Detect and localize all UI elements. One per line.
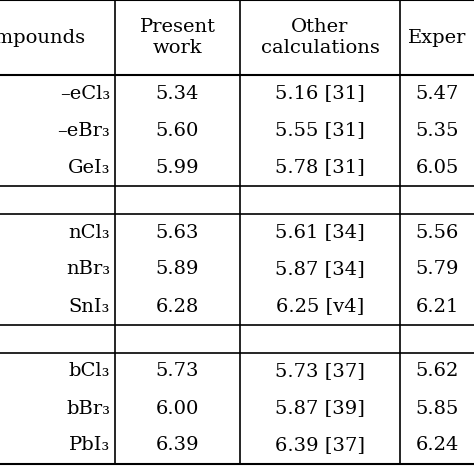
Text: 5.56: 5.56: [415, 224, 459, 241]
Text: Exper: Exper: [408, 28, 466, 46]
Text: 6.21: 6.21: [415, 298, 459, 316]
Text: Other
calculations: Other calculations: [261, 18, 380, 57]
Text: nCl₃: nCl₃: [68, 224, 110, 241]
Text: 5.47: 5.47: [415, 84, 459, 102]
Text: 5.78 [31]: 5.78 [31]: [275, 158, 365, 176]
Text: GeI₃: GeI₃: [67, 158, 110, 176]
Text: 6.00: 6.00: [156, 400, 199, 418]
Text: 6.25 [v4]: 6.25 [v4]: [276, 298, 364, 316]
Text: 5.73: 5.73: [156, 363, 199, 381]
Text: 5.60: 5.60: [156, 121, 199, 139]
Text: 5.35: 5.35: [415, 121, 459, 139]
Text: –eBr₃: –eBr₃: [57, 121, 110, 139]
Text: –eCl₃: –eCl₃: [60, 84, 110, 102]
Text: 5.16 [31]: 5.16 [31]: [275, 84, 365, 102]
Text: 6.05: 6.05: [415, 158, 459, 176]
Text: 5.61 [34]: 5.61 [34]: [275, 224, 365, 241]
Text: nBr₃: nBr₃: [66, 261, 110, 279]
Text: SnI₃: SnI₃: [69, 298, 110, 316]
Text: 5.34: 5.34: [156, 84, 199, 102]
Text: 5.99: 5.99: [155, 158, 199, 176]
Text: PbI₃: PbI₃: [69, 437, 110, 455]
Text: 5.87 [39]: 5.87 [39]: [275, 400, 365, 418]
Text: bBr₃: bBr₃: [66, 400, 110, 418]
Text: 5.79: 5.79: [415, 261, 459, 279]
Text: Present
work: Present work: [139, 18, 216, 57]
Text: 5.63: 5.63: [156, 224, 199, 241]
Text: 5.87 [34]: 5.87 [34]: [275, 261, 365, 279]
Text: Compounds: Compounds: [0, 28, 86, 46]
Text: bCl₃: bCl₃: [69, 363, 110, 381]
Text: 5.73 [37]: 5.73 [37]: [275, 363, 365, 381]
Text: 5.55 [31]: 5.55 [31]: [275, 121, 365, 139]
Text: 5.62: 5.62: [415, 363, 459, 381]
Text: 6.28: 6.28: [156, 298, 199, 316]
Text: 6.39 [37]: 6.39 [37]: [275, 437, 365, 455]
Text: 5.85: 5.85: [415, 400, 459, 418]
Text: 6.24: 6.24: [415, 437, 459, 455]
Text: 6.39: 6.39: [155, 437, 199, 455]
Text: 5.89: 5.89: [156, 261, 199, 279]
